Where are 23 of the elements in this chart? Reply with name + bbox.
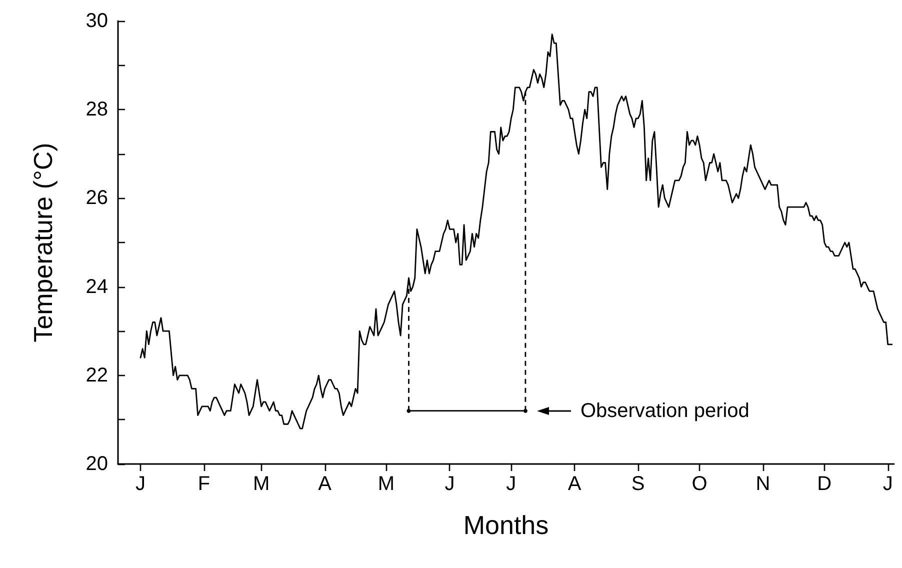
annotation: Observation period	[580, 398, 750, 423]
x-tick-label: O	[692, 473, 708, 495]
x-axis-title: Months	[463, 510, 549, 540]
x-tick-label: J	[444, 473, 455, 495]
x-tick-label: J	[506, 473, 516, 495]
x-tick-label: M	[378, 473, 395, 495]
x-tick-label: A	[568, 473, 582, 495]
y-tick-label: 22	[86, 364, 108, 386]
x-tick-label: J	[136, 473, 146, 495]
y-tick-label: 20	[86, 453, 108, 475]
x-tick-label: M	[252, 473, 270, 495]
x-tick-label: S	[631, 473, 645, 495]
y-tick-label: 26	[86, 187, 108, 210]
x-tick-label: N	[756, 473, 770, 495]
x-tick-label: J	[882, 473, 893, 495]
y-tick-label: 28	[86, 98, 108, 121]
y-axis-title: Temperature (°C)	[28, 142, 58, 342]
line-series	[140, 34, 893, 430]
x-tick-label: A	[318, 473, 332, 495]
y-tick-label: 24	[86, 276, 108, 298]
y-tick-label: 30	[86, 10, 108, 32]
x-tick-label: D	[817, 473, 832, 495]
x-tick-label: F	[198, 473, 210, 495]
